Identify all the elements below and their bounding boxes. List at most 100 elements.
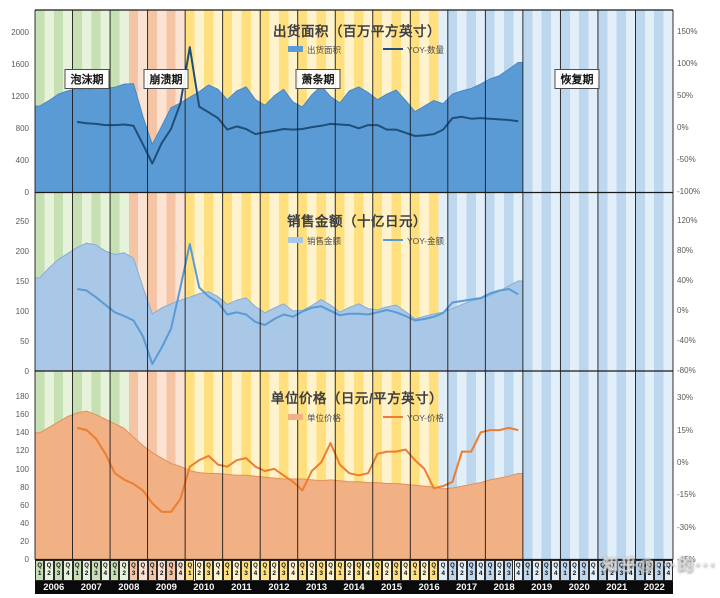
period-stripe (475, 10, 486, 560)
left-axis-tick: 150 (15, 276, 29, 286)
period-stripe (597, 10, 608, 560)
left-axis-tick: 50 (20, 336, 29, 346)
period-stripe (560, 10, 570, 560)
year-label: 2015 (380, 582, 403, 593)
left-axis-tick: 160 (15, 410, 29, 420)
legend-sales: 销售金额 (307, 235, 342, 246)
legend-yoy-price: YOY-价格 (407, 412, 445, 423)
area-series (35, 411, 523, 560)
period-stripe (419, 10, 430, 560)
left-axis-tick: 0 (24, 366, 29, 376)
legend-yoy-qty: YOY-数量 (407, 44, 445, 55)
period-stripe (288, 10, 298, 560)
legend-yoy-sales: YOY-金额 (407, 235, 445, 246)
year-label: 2007 (80, 582, 102, 593)
left-axis-tick: 20 (20, 536, 29, 546)
period-stripe (213, 10, 223, 560)
period-label-crash: 崩溃期 (143, 69, 189, 89)
period-stripe (391, 10, 401, 560)
left-axis-tick: 80 (20, 482, 29, 492)
year-label: 2014 (343, 582, 365, 593)
period-stripe (438, 10, 448, 560)
panel3-title: 单位价格（日元/平方英寸） (270, 391, 444, 406)
period-stripe (278, 10, 289, 560)
left-axis-tick: 140 (15, 428, 29, 438)
period-stripe (579, 10, 589, 560)
period-stripe (382, 10, 392, 560)
period-stripe (325, 10, 336, 560)
right-axis-tick: -40% (677, 335, 696, 345)
right-axis-tick: 80% (677, 245, 694, 255)
period-stripe (626, 10, 636, 560)
year-label: 2019 (531, 582, 553, 593)
period-stripe (372, 10, 383, 560)
period-stripe (222, 10, 233, 560)
area-swatch-shipment (288, 46, 303, 52)
area-series (35, 62, 523, 193)
right-axis-tick: 0% (677, 305, 689, 315)
period-label-bubble: 泡沫期 (64, 69, 110, 89)
right-axis-tick: -30% (677, 522, 696, 532)
legend-price: 单位价格 (307, 412, 342, 423)
area-series (35, 243, 523, 371)
period-stripe (203, 10, 214, 560)
line-swatch-yoy-sales (383, 239, 403, 241)
period-stripe (522, 10, 533, 560)
period-stripe (241, 10, 251, 560)
legend-shipment-area: 出货面积 (307, 44, 342, 55)
period-stripe (156, 10, 167, 560)
period-stripe (654, 10, 664, 560)
left-axis-tick: 200 (15, 246, 29, 256)
right-axis-tick: 0% (677, 457, 689, 467)
year-label: 2010 (193, 582, 215, 593)
year-label: 2017 (456, 582, 478, 593)
period-stripe (616, 10, 627, 560)
period-stripe (354, 10, 364, 560)
period-stripe (344, 10, 354, 560)
year-label: 2009 (155, 582, 177, 593)
left-axis-tick: 40 (20, 518, 29, 528)
left-axis-tick: 60 (20, 500, 29, 510)
panel2-title: 销售金额（十亿日元） (287, 214, 427, 229)
left-axis-tick: 2000 (11, 28, 29, 37)
year-label: 2013 (305, 582, 328, 593)
period-stripe (297, 10, 308, 560)
period-stripe (410, 10, 420, 560)
period-stripe (485, 10, 495, 560)
period-label-depression: 萧条期 (295, 69, 341, 89)
